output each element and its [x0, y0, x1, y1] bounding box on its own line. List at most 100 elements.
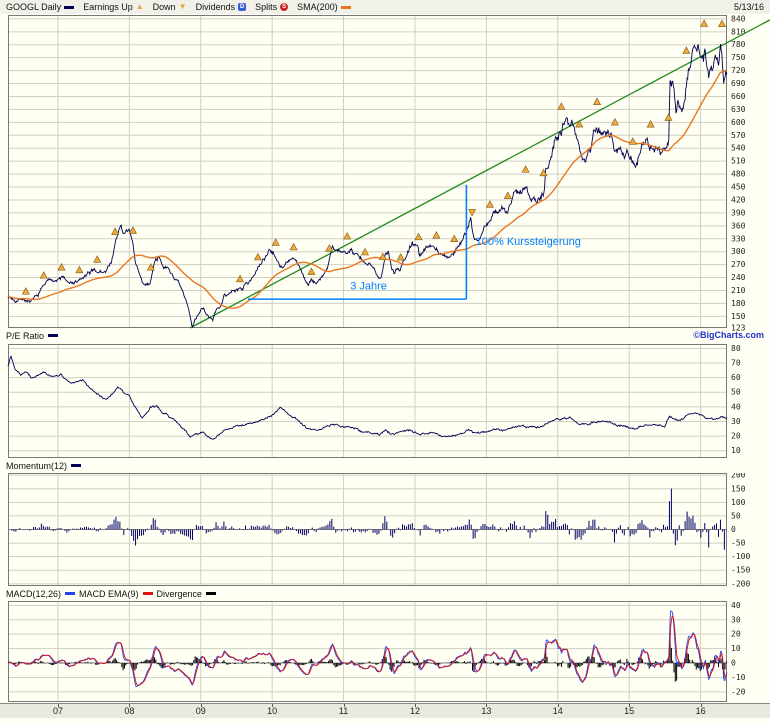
pe-series	[7, 355, 728, 440]
earnings-up-marker	[557, 102, 566, 110]
sma-line-chip	[340, 5, 351, 9]
momentum-bars	[11, 488, 727, 550]
earnings-up-marker	[146, 263, 155, 271]
grid	[8, 344, 727, 458]
svg-text:570: 570	[731, 131, 746, 140]
earnings-markers	[21, 19, 727, 295]
svg-text:660: 660	[731, 92, 746, 101]
svg-text:40: 40	[731, 601, 741, 610]
chart-date: 5/13/16	[733, 2, 764, 12]
svg-text:-20: -20	[731, 687, 746, 696]
grid	[8, 15, 727, 328]
macd-panel-label: MACD(12,26)	[6, 588, 62, 599]
splits-label: Splits	[255, 2, 278, 12]
chart-legend-bar: GOOGL Daily Earnings Up ▲ Down ▼ Dividen…	[0, 0, 770, 14]
momentum-line-chip	[71, 464, 82, 467]
x-axis: 07 08 09 10 11 12 13 14 15 16	[0, 703, 770, 718]
earnings-up-marker	[485, 200, 494, 208]
earnings-up-marker	[325, 244, 334, 252]
macd-ema-label: MACD EMA(9)	[79, 588, 139, 599]
earnings-up-marker	[521, 165, 530, 173]
svg-text:30: 30	[731, 615, 741, 624]
momentum-panel-label: Momentum(12)	[6, 460, 68, 471]
pe-panel-header: P/E Ratio ©BigCharts.com	[0, 329, 770, 342]
earnings-up-marker	[700, 19, 709, 27]
y-axis-labels: 840 810 780 750 720 690 660 630 600 570 540 510 480 4…	[731, 15, 746, 333]
x-axis-label: 14	[552, 706, 563, 716]
svg-text:10: 10	[731, 446, 741, 455]
earnings-up-marker	[682, 46, 691, 54]
x-axis-label: 10	[267, 706, 278, 716]
earnings-up-marker	[396, 253, 405, 261]
svg-text:-150: -150	[731, 566, 750, 575]
earnings-up-marker	[646, 120, 655, 128]
earnings-down-label: Down	[152, 2, 176, 12]
earnings-up-marker	[57, 263, 66, 271]
dividends-label: Dividends	[195, 2, 236, 12]
x-axis-label: 13	[481, 706, 492, 716]
svg-text:-10: -10	[731, 673, 746, 682]
svg-text:50: 50	[731, 511, 741, 520]
earnings-up-marker	[539, 168, 548, 177]
x-axis-label: 09	[195, 706, 206, 716]
earnings-up-marker	[414, 232, 423, 241]
macd-panel-header: MACD(12,26) MACD EMA(9) Divergence	[0, 587, 770, 600]
svg-text:-200: -200	[731, 579, 750, 588]
svg-text:-100: -100	[731, 552, 750, 561]
plot-border	[8, 344, 727, 458]
splits-icon: S	[280, 3, 289, 11]
legend-earnings-up: Earnings Up ▲	[83, 2, 143, 12]
pe-line-chip	[48, 334, 59, 337]
x-axis-label: 12	[409, 706, 420, 716]
x-axis-label: 08	[124, 706, 135, 716]
svg-text:150: 150	[731, 312, 746, 321]
dividends-icon: D	[238, 3, 247, 11]
earnings-up-marker	[503, 191, 512, 199]
svg-text:300: 300	[731, 247, 746, 256]
legend-earnings-down: Down ▼	[153, 2, 187, 12]
pe-chart-svg: 80 70 60 50 40 30 20 10	[7, 344, 741, 458]
earnings-up-marker	[111, 227, 120, 235]
divergence-label: Divergence	[156, 588, 203, 599]
earnings-up-marker	[236, 274, 245, 283]
svg-text:20: 20	[731, 630, 741, 639]
earnings-up-marker	[450, 234, 459, 243]
svg-text:-50: -50	[731, 539, 746, 548]
earnings-up-marker	[128, 226, 137, 234]
macd-line-chip	[65, 592, 76, 595]
earnings-up-marker	[93, 255, 102, 263]
legend-sma: SMA(200)	[297, 2, 351, 12]
earnings-up-label: Earnings Up	[83, 2, 133, 12]
svg-text:60: 60	[731, 373, 741, 382]
momentum-panel-header: Momentum(12)	[0, 459, 770, 472]
earnings-up-marker	[39, 271, 48, 279]
earnings-up-marker	[664, 113, 673, 121]
macd-ema-chip	[142, 592, 153, 595]
x-axis-label: 15	[624, 706, 635, 716]
momentum-chart-svg: 200 150 100 50 0 -50 -100 -150 -200	[8, 473, 750, 588]
svg-text:630: 630	[731, 105, 746, 114]
earnings-up-marker	[610, 117, 619, 126]
svg-text:200: 200	[731, 473, 746, 480]
price-chart-svg: 840 810 780 750 720 690 660 630 600 570 540 510 480 4…	[7, 15, 770, 333]
x-axis-label: 07	[52, 706, 63, 716]
sma-200-series	[7, 68, 728, 309]
price-series	[7, 43, 728, 329]
divergence-chip	[206, 592, 217, 595]
earnings-up-marker	[575, 119, 584, 128]
svg-text:720: 720	[731, 66, 746, 75]
symbol-group: GOOGL Daily	[6, 2, 75, 12]
macd-signal-line	[7, 614, 728, 686]
price-line-chip	[64, 5, 75, 9]
sma-label: SMA(200)	[297, 2, 338, 12]
svg-text:450: 450	[731, 183, 746, 192]
svg-text:0: 0	[731, 525, 736, 534]
svg-text:840: 840	[731, 15, 746, 23]
svg-text:330: 330	[731, 234, 746, 243]
svg-text:30: 30	[731, 417, 741, 426]
earnings-up-marker	[307, 267, 316, 275]
earnings-up-marker	[432, 231, 441, 239]
earnings-down-icon: ▼	[178, 2, 187, 11]
svg-text:510: 510	[731, 157, 746, 166]
